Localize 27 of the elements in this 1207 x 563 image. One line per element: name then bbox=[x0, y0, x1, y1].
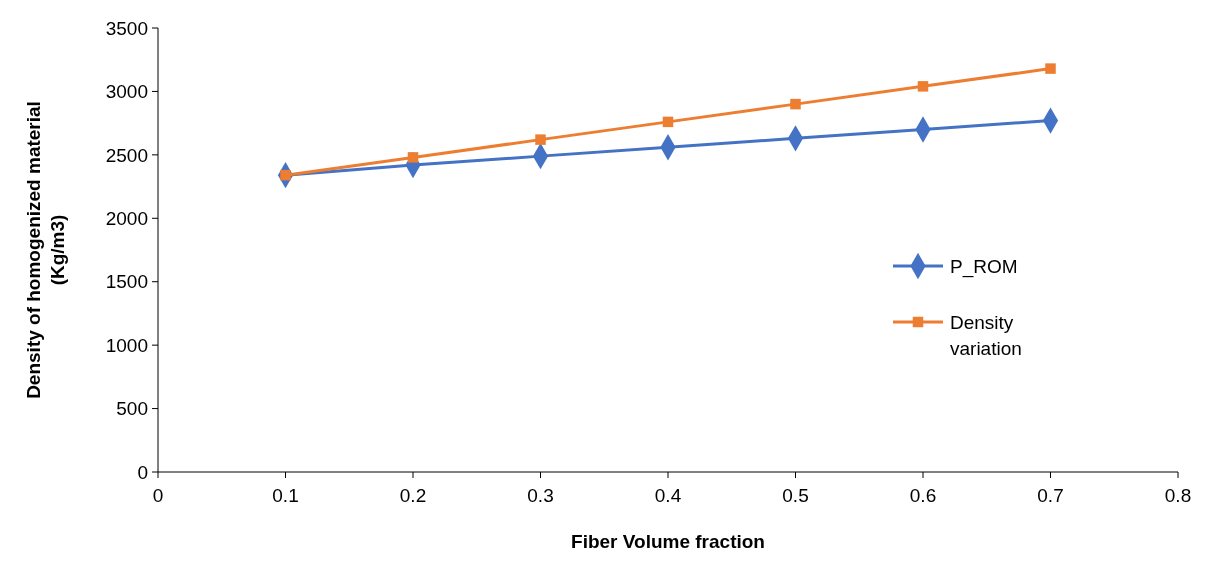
x-tick-label: 0.4 bbox=[654, 485, 682, 506]
x-tick-label: 0.7 bbox=[1037, 485, 1064, 506]
point bbox=[662, 116, 674, 128]
legend-label: Density variation bbox=[950, 311, 1022, 359]
x-tick-label: 0.6 bbox=[909, 485, 937, 506]
x-tick-label: 0.2 bbox=[399, 485, 427, 506]
point bbox=[917, 81, 929, 92]
x-tick-label: 0 bbox=[152, 485, 164, 506]
y-tick-label: 500 bbox=[116, 398, 148, 420]
x-tick-label: 0.3 bbox=[527, 485, 554, 506]
point bbox=[790, 98, 801, 110]
y-tick-label: 3500 bbox=[105, 17, 148, 39]
y-tick-label: 1000 bbox=[105, 334, 148, 356]
point bbox=[1045, 63, 1056, 74]
point bbox=[407, 152, 419, 163]
x-tick-label: 0.1 bbox=[272, 485, 299, 506]
y-tick-label: 2500 bbox=[105, 144, 148, 166]
y-tick-label: 2000 bbox=[105, 207, 148, 229]
point bbox=[535, 134, 546, 145]
x-tick-label: 0.5 bbox=[782, 485, 809, 506]
legend-label: P_ROM bbox=[950, 255, 1018, 278]
x-tick-label: 0.8 bbox=[1164, 485, 1192, 506]
y-axis-title: Density of homogenized material (Kg/m3) bbox=[23, 101, 68, 399]
y-tick-label: 0 bbox=[137, 461, 148, 483]
y-tick-label: 3000 bbox=[105, 81, 148, 103]
y-tick-label: 1500 bbox=[105, 271, 148, 293]
x-axis-title: Fiber Volume fraction bbox=[571, 531, 765, 552]
